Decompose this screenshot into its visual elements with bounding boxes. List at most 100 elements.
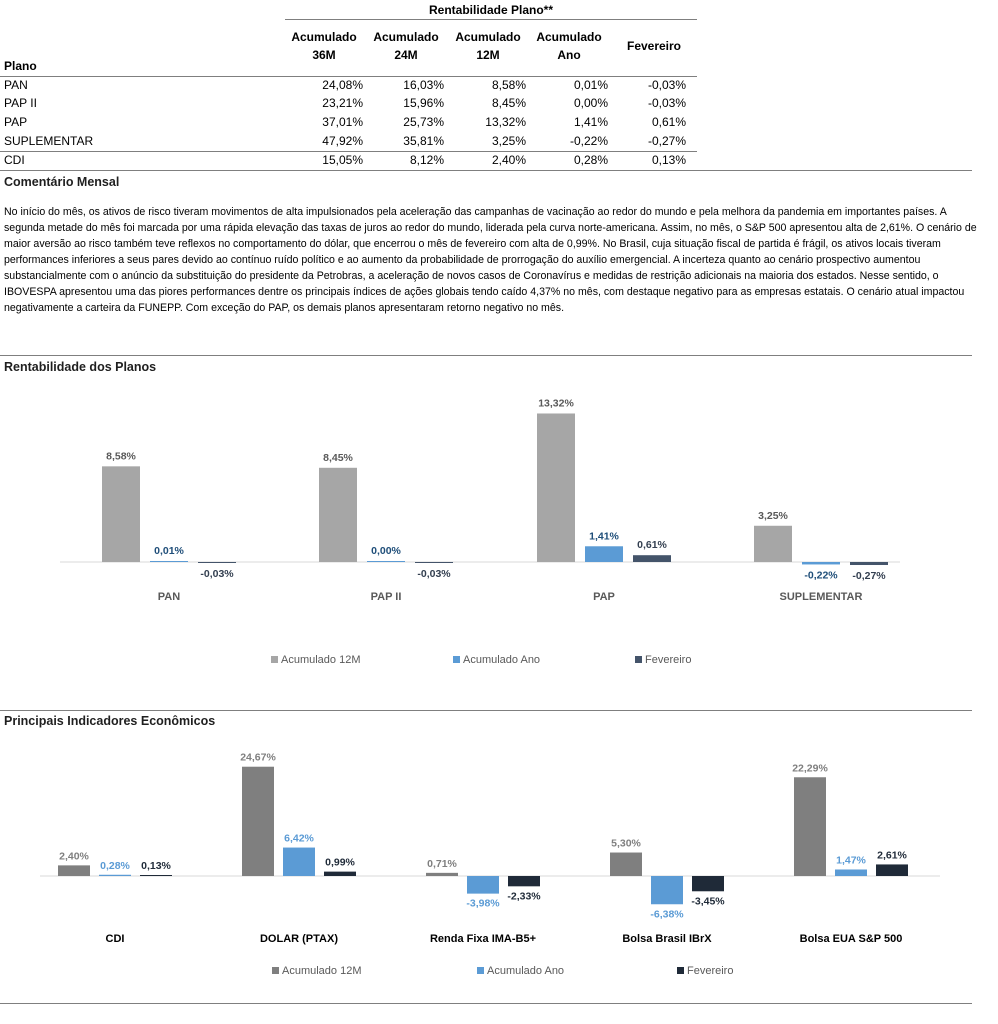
table-cell-value: 13,32% bbox=[485, 115, 526, 129]
legend-swatch bbox=[453, 656, 460, 663]
legend-swatch bbox=[477, 967, 484, 974]
table-group-underline bbox=[285, 19, 697, 20]
bar bbox=[850, 562, 888, 566]
bar bbox=[467, 876, 499, 894]
table-cell-value: 1,41% bbox=[573, 115, 608, 129]
bar bbox=[585, 546, 623, 562]
table-cell-value: 3,25% bbox=[491, 134, 526, 148]
category-label: PAP bbox=[593, 591, 615, 603]
legend-swatch bbox=[635, 656, 642, 663]
table-cell-value: -0,03% bbox=[647, 96, 686, 110]
data-label: -3,98% bbox=[466, 898, 500, 910]
category-label: Renda Fixa IMA-B5+ bbox=[430, 933, 536, 945]
category-label: CDI bbox=[106, 933, 125, 945]
data-label: -2,33% bbox=[507, 890, 541, 902]
bar bbox=[415, 562, 453, 563]
data-label: 0,99% bbox=[325, 857, 355, 869]
bar bbox=[140, 875, 172, 876]
column-header-line2: Ano bbox=[557, 48, 581, 62]
column-header-line1: Acumulado bbox=[373, 30, 439, 44]
bar bbox=[324, 871, 356, 876]
bar bbox=[876, 864, 908, 876]
table-cell-value: 0,13% bbox=[651, 153, 686, 167]
bar bbox=[319, 467, 357, 562]
data-label: 6,42% bbox=[284, 833, 314, 845]
bar bbox=[242, 766, 274, 876]
category-label: DOLAR (PTAX) bbox=[260, 933, 338, 945]
table-cell-value: 2,40% bbox=[491, 153, 526, 167]
data-label: 0,00% bbox=[371, 545, 401, 557]
column-header-line2: 24M bbox=[394, 48, 418, 62]
table-cell-value: 0,01% bbox=[573, 78, 608, 92]
legend-label: Acumulado Ano bbox=[463, 654, 540, 666]
category-label: Bolsa Brasil IBrX bbox=[622, 933, 712, 945]
legend-swatch bbox=[677, 967, 684, 974]
table-cell-value: 47,92% bbox=[322, 134, 363, 148]
data-label: -0,27% bbox=[852, 570, 886, 582]
table-cell-value: 8,58% bbox=[491, 78, 526, 92]
data-label: 0,13% bbox=[141, 860, 171, 872]
bar bbox=[102, 466, 140, 562]
table-cell-value: -0,22% bbox=[569, 134, 608, 148]
column-header-line2: 36M bbox=[312, 48, 336, 62]
data-label: 8,45% bbox=[323, 452, 353, 464]
table-cell-value: 8,12% bbox=[409, 153, 444, 167]
plans-chart-title: Rentabilidade dos Planos bbox=[4, 360, 157, 374]
column-header-line2: 12M bbox=[476, 48, 500, 62]
bar bbox=[835, 869, 867, 876]
plans-bar-chart: 8,58% 0,01% -0,03% PAN 8,45% 0,00% -0,03% PAP I… bbox=[60, 397, 900, 666]
category-label: SUPLEMENTAR bbox=[780, 591, 863, 603]
column-header: Fevereiro bbox=[626, 39, 682, 53]
table-cell-value: 0,28% bbox=[573, 153, 608, 167]
bar bbox=[426, 872, 458, 876]
category-label: PAP II bbox=[371, 591, 402, 603]
data-label: 1,47% bbox=[836, 854, 866, 866]
table-row-plan: PAP bbox=[4, 115, 28, 129]
table-group-title: Rentabilidade Plano** bbox=[428, 3, 554, 17]
bar bbox=[537, 413, 575, 562]
data-label: 2,40% bbox=[59, 850, 89, 862]
data-label: 0,01% bbox=[154, 545, 184, 557]
indicators-bar-chart: 2,40% 0,28% 0,13% CDI 24,67% 6,42% 0,99% DOLAR … bbox=[40, 752, 940, 977]
comment-text: No início do mês, os ativos de risco tiv… bbox=[4, 206, 977, 314]
data-label: 8,58% bbox=[106, 450, 136, 462]
data-label: -0,03% bbox=[200, 568, 234, 580]
table-cell-value: 24,08% bbox=[322, 78, 363, 92]
table-cell-value: 25,73% bbox=[403, 115, 444, 129]
comment-title: Comentário Mensal bbox=[4, 175, 120, 189]
table-cell-value: 16,03% bbox=[403, 78, 444, 92]
bottom-divider bbox=[0, 1003, 972, 1004]
bar bbox=[367, 561, 405, 562]
table-cell-value: 35,81% bbox=[403, 134, 444, 148]
table-cell-value: -0,27% bbox=[647, 134, 686, 148]
bar bbox=[198, 562, 236, 563]
data-label: 0,71% bbox=[427, 858, 457, 870]
legend-label: Acumulado 12M bbox=[282, 965, 362, 977]
bar bbox=[150, 561, 188, 562]
column-header-line1: Acumulado bbox=[455, 30, 521, 44]
category-label: Bolsa EUA S&P 500 bbox=[800, 933, 903, 945]
data-label: 3,25% bbox=[758, 510, 788, 522]
table-cell-value: -0,03% bbox=[647, 78, 686, 92]
data-label: 24,67% bbox=[240, 752, 276, 764]
section-divider-indicators bbox=[0, 710, 972, 711]
table-cdi-divider bbox=[0, 151, 697, 152]
bar bbox=[754, 525, 792, 562]
bar bbox=[283, 847, 315, 876]
legend-label: Acumulado 12M bbox=[281, 654, 361, 666]
bar bbox=[633, 555, 671, 562]
table-row-plan: PAP II bbox=[4, 96, 37, 110]
legend-label: Fevereiro bbox=[687, 965, 733, 977]
table-header-divider bbox=[0, 76, 697, 77]
table-row-plan: SUPLEMENTAR bbox=[4, 134, 94, 148]
indicators-chart-title: Principais Indicadores Econômicos bbox=[4, 714, 216, 728]
table-cell-value: 23,21% bbox=[322, 96, 363, 110]
data-label: 1,41% bbox=[589, 530, 619, 542]
legend-label: Acumulado Ano bbox=[487, 965, 564, 977]
column-header-line1: Acumulado bbox=[291, 30, 357, 44]
table-cell-value: 37,01% bbox=[322, 115, 363, 129]
data-label: -3,45% bbox=[691, 895, 725, 907]
legend-label: Fevereiro bbox=[645, 654, 691, 666]
data-label: -0,03% bbox=[417, 568, 451, 580]
bar bbox=[692, 876, 724, 892]
